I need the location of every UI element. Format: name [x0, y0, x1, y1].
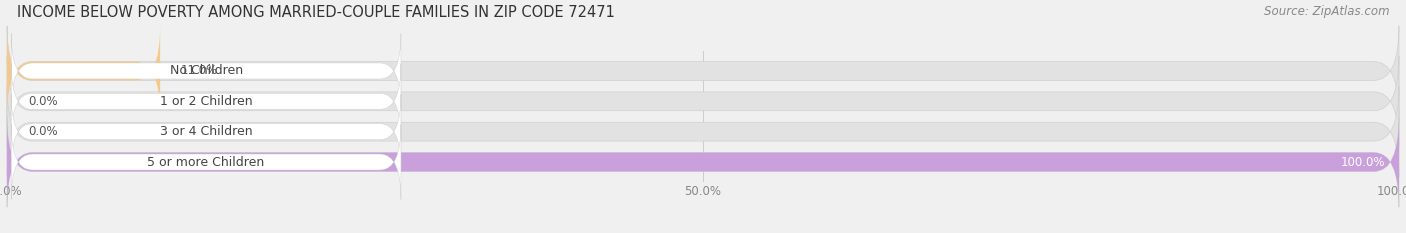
- Text: 100.0%: 100.0%: [1340, 155, 1385, 168]
- FancyBboxPatch shape: [7, 26, 160, 116]
- Text: 0.0%: 0.0%: [28, 95, 58, 108]
- Text: 0.0%: 0.0%: [28, 125, 58, 138]
- Text: 5 or more Children: 5 or more Children: [148, 155, 264, 168]
- FancyBboxPatch shape: [7, 56, 1399, 147]
- FancyBboxPatch shape: [11, 94, 401, 169]
- FancyBboxPatch shape: [11, 64, 401, 139]
- Text: 3 or 4 Children: 3 or 4 Children: [160, 125, 253, 138]
- Text: 11.0%: 11.0%: [181, 65, 218, 78]
- Text: 1 or 2 Children: 1 or 2 Children: [160, 95, 253, 108]
- FancyBboxPatch shape: [7, 26, 1399, 116]
- FancyBboxPatch shape: [7, 117, 1399, 207]
- FancyBboxPatch shape: [7, 117, 1399, 207]
- FancyBboxPatch shape: [11, 34, 401, 109]
- Text: Source: ZipAtlas.com: Source: ZipAtlas.com: [1264, 5, 1389, 18]
- Text: INCOME BELOW POVERTY AMONG MARRIED-COUPLE FAMILIES IN ZIP CODE 72471: INCOME BELOW POVERTY AMONG MARRIED-COUPL…: [17, 5, 614, 20]
- FancyBboxPatch shape: [7, 86, 1399, 177]
- FancyBboxPatch shape: [11, 124, 401, 199]
- Text: No Children: No Children: [170, 65, 243, 78]
